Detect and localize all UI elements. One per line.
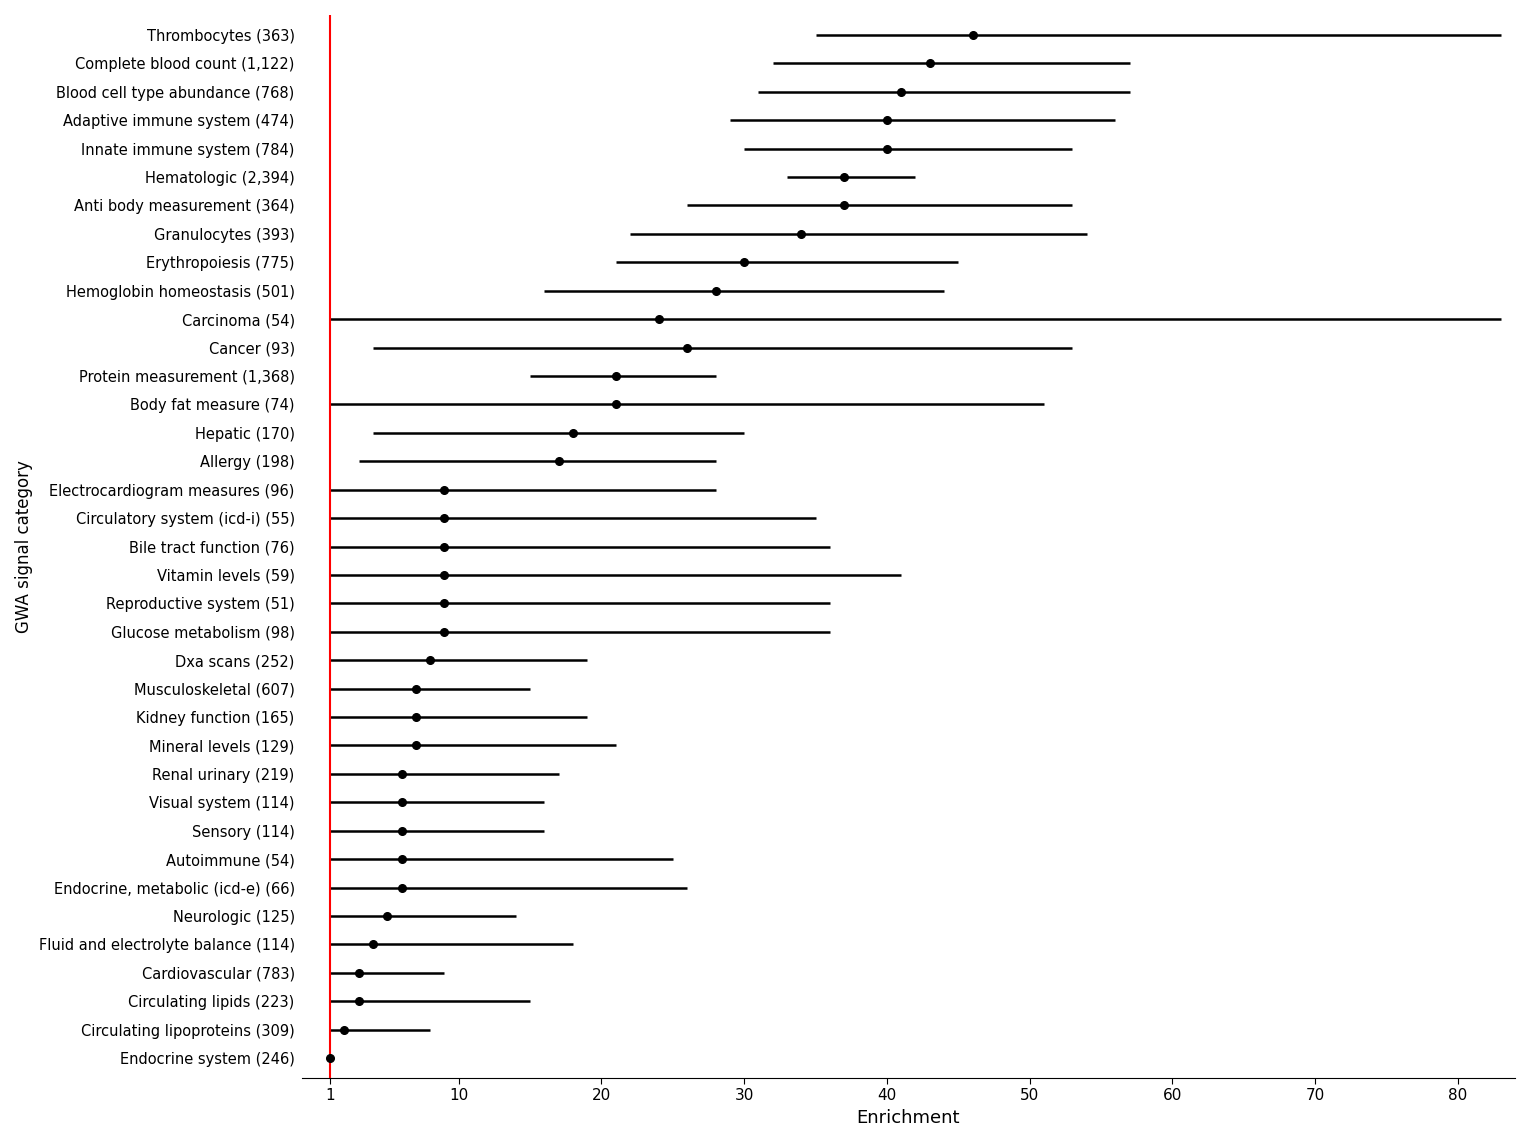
Y-axis label: GWA signal category: GWA signal category (15, 460, 34, 633)
X-axis label: Enrichment: Enrichment (857, 1109, 959, 1127)
